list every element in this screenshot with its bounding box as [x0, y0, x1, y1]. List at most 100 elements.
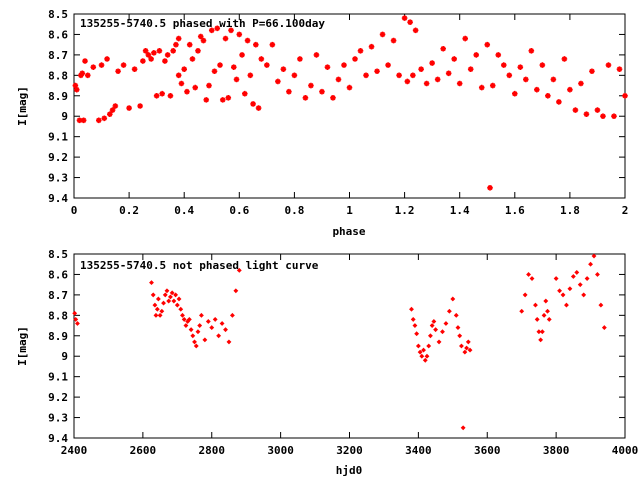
unphased-data-point [598, 302, 604, 308]
unphased-data-point [467, 347, 473, 353]
phased-data-point [489, 82, 496, 89]
unphased-y-tick-label: 8.9 [48, 330, 68, 343]
unphased-data-point [409, 306, 414, 312]
phased-data-point [72, 82, 79, 89]
phased-data-point [352, 56, 358, 62]
unphased-data-point [539, 329, 545, 335]
unphased-data-point [557, 288, 562, 294]
unphased-data-point [436, 339, 442, 345]
phased-data-point [445, 70, 452, 77]
unphased-data-point [422, 357, 428, 363]
phased-data-point [434, 76, 441, 83]
unphased-data-point [174, 302, 180, 308]
phased-x-tick-label: 0 [71, 204, 78, 217]
phased-data-point [484, 41, 491, 48]
phased-data-point [385, 62, 391, 68]
phased-data-point [112, 103, 119, 109]
phased-data-point [211, 68, 218, 75]
phased-data-point [506, 72, 513, 79]
phased-data-point [594, 107, 601, 113]
phased-data-point [572, 107, 579, 113]
unphased-data-point [526, 272, 531, 277]
phased-data-point [208, 27, 215, 34]
phased-data-point [104, 56, 110, 62]
phased-data-point [233, 76, 240, 83]
unphased-data-point [168, 294, 173, 300]
phased-data-point [567, 86, 573, 93]
phased-data-point [583, 111, 590, 117]
unphased-x-axis-label: hjd0 [336, 464, 363, 477]
unphased-data-point [166, 298, 172, 304]
phased-data-point [456, 80, 463, 87]
unphased-data-point [595, 272, 600, 277]
phased-y-tick-label: 8.9 [48, 90, 68, 103]
phased-data-point [523, 76, 529, 83]
phased-data-point [140, 58, 146, 64]
unphased-data-point [157, 312, 163, 318]
unphased-data-point [522, 292, 528, 298]
phased-data-point [324, 64, 331, 70]
phased-data-point [197, 33, 204, 40]
phased-x-tick-label: 2 [622, 204, 629, 217]
unphased-data-point [180, 312, 185, 318]
phased-y-tick-label: 8.7 [48, 49, 68, 62]
unphased-y-tick-label: 9.4 [48, 432, 68, 445]
unphased-data-point [588, 261, 593, 267]
phased-data-point [517, 64, 524, 70]
phased-data-point [495, 52, 502, 58]
phased-data-point [330, 95, 336, 101]
unphased-data-point [446, 308, 452, 314]
unphased-data-point [570, 274, 576, 279]
unphased-data-point [553, 276, 559, 281]
phased-x-tick-label: 1.8 [560, 204, 580, 217]
unphased-data-point [164, 288, 170, 294]
phased-data-point [280, 66, 287, 72]
unphased-data-point [428, 333, 433, 339]
unphased-data-point [73, 316, 79, 322]
unphased-y-tick-label: 8.8 [48, 309, 68, 322]
phased-data-point [264, 62, 270, 68]
unphased-data-point [202, 337, 208, 343]
unphased-data-point [519, 308, 525, 314]
phased-data-point [404, 78, 411, 85]
phased-data-point [368, 43, 375, 50]
unphased-data-point [197, 323, 203, 328]
phased-data-point [156, 48, 163, 54]
unphased-data-points [72, 253, 607, 431]
phased-data-point [297, 56, 303, 62]
phased-data-point [407, 19, 413, 25]
unphased-data-point [410, 316, 416, 322]
phased-data-point [236, 31, 243, 38]
unphased-y-tick-label: 8.6 [48, 268, 68, 281]
phased-data-point [200, 37, 207, 44]
unphased-data-point [464, 345, 470, 351]
phased-data-point [225, 95, 232, 101]
phased-x-tick-label: 0.2 [119, 204, 139, 217]
phased-y-tick-label: 9.4 [48, 192, 68, 205]
phased-data-point [616, 66, 623, 72]
phased-data-point [195, 48, 201, 54]
unphased-data-point [219, 321, 225, 326]
unphased-data-point [229, 312, 235, 318]
unphased-data-point [429, 323, 435, 328]
phased-data-point [622, 92, 628, 99]
unphased-data-point [415, 343, 421, 349]
unphased-data-point [193, 343, 199, 349]
unphased-x-tick-label: 3400 [405, 444, 432, 457]
unphased-data-point [216, 333, 222, 339]
phased-data-point [363, 72, 369, 79]
phased-data-point [374, 68, 380, 75]
phased-data-point [253, 41, 259, 48]
unphased-data-point [581, 292, 587, 298]
unphased-data-point [192, 339, 197, 345]
phased-data-point [203, 97, 210, 103]
phased-data-point [545, 92, 551, 99]
phased-data-point [173, 41, 179, 48]
unphased-data-point [564, 302, 569, 308]
unphased-data-point [450, 296, 456, 302]
unphased-data-point [412, 323, 418, 328]
unphased-data-point [567, 286, 573, 292]
unphased-y-tick-label: 8.5 [48, 248, 68, 261]
phased-data-point [148, 56, 154, 62]
phased-data-point [219, 97, 226, 103]
